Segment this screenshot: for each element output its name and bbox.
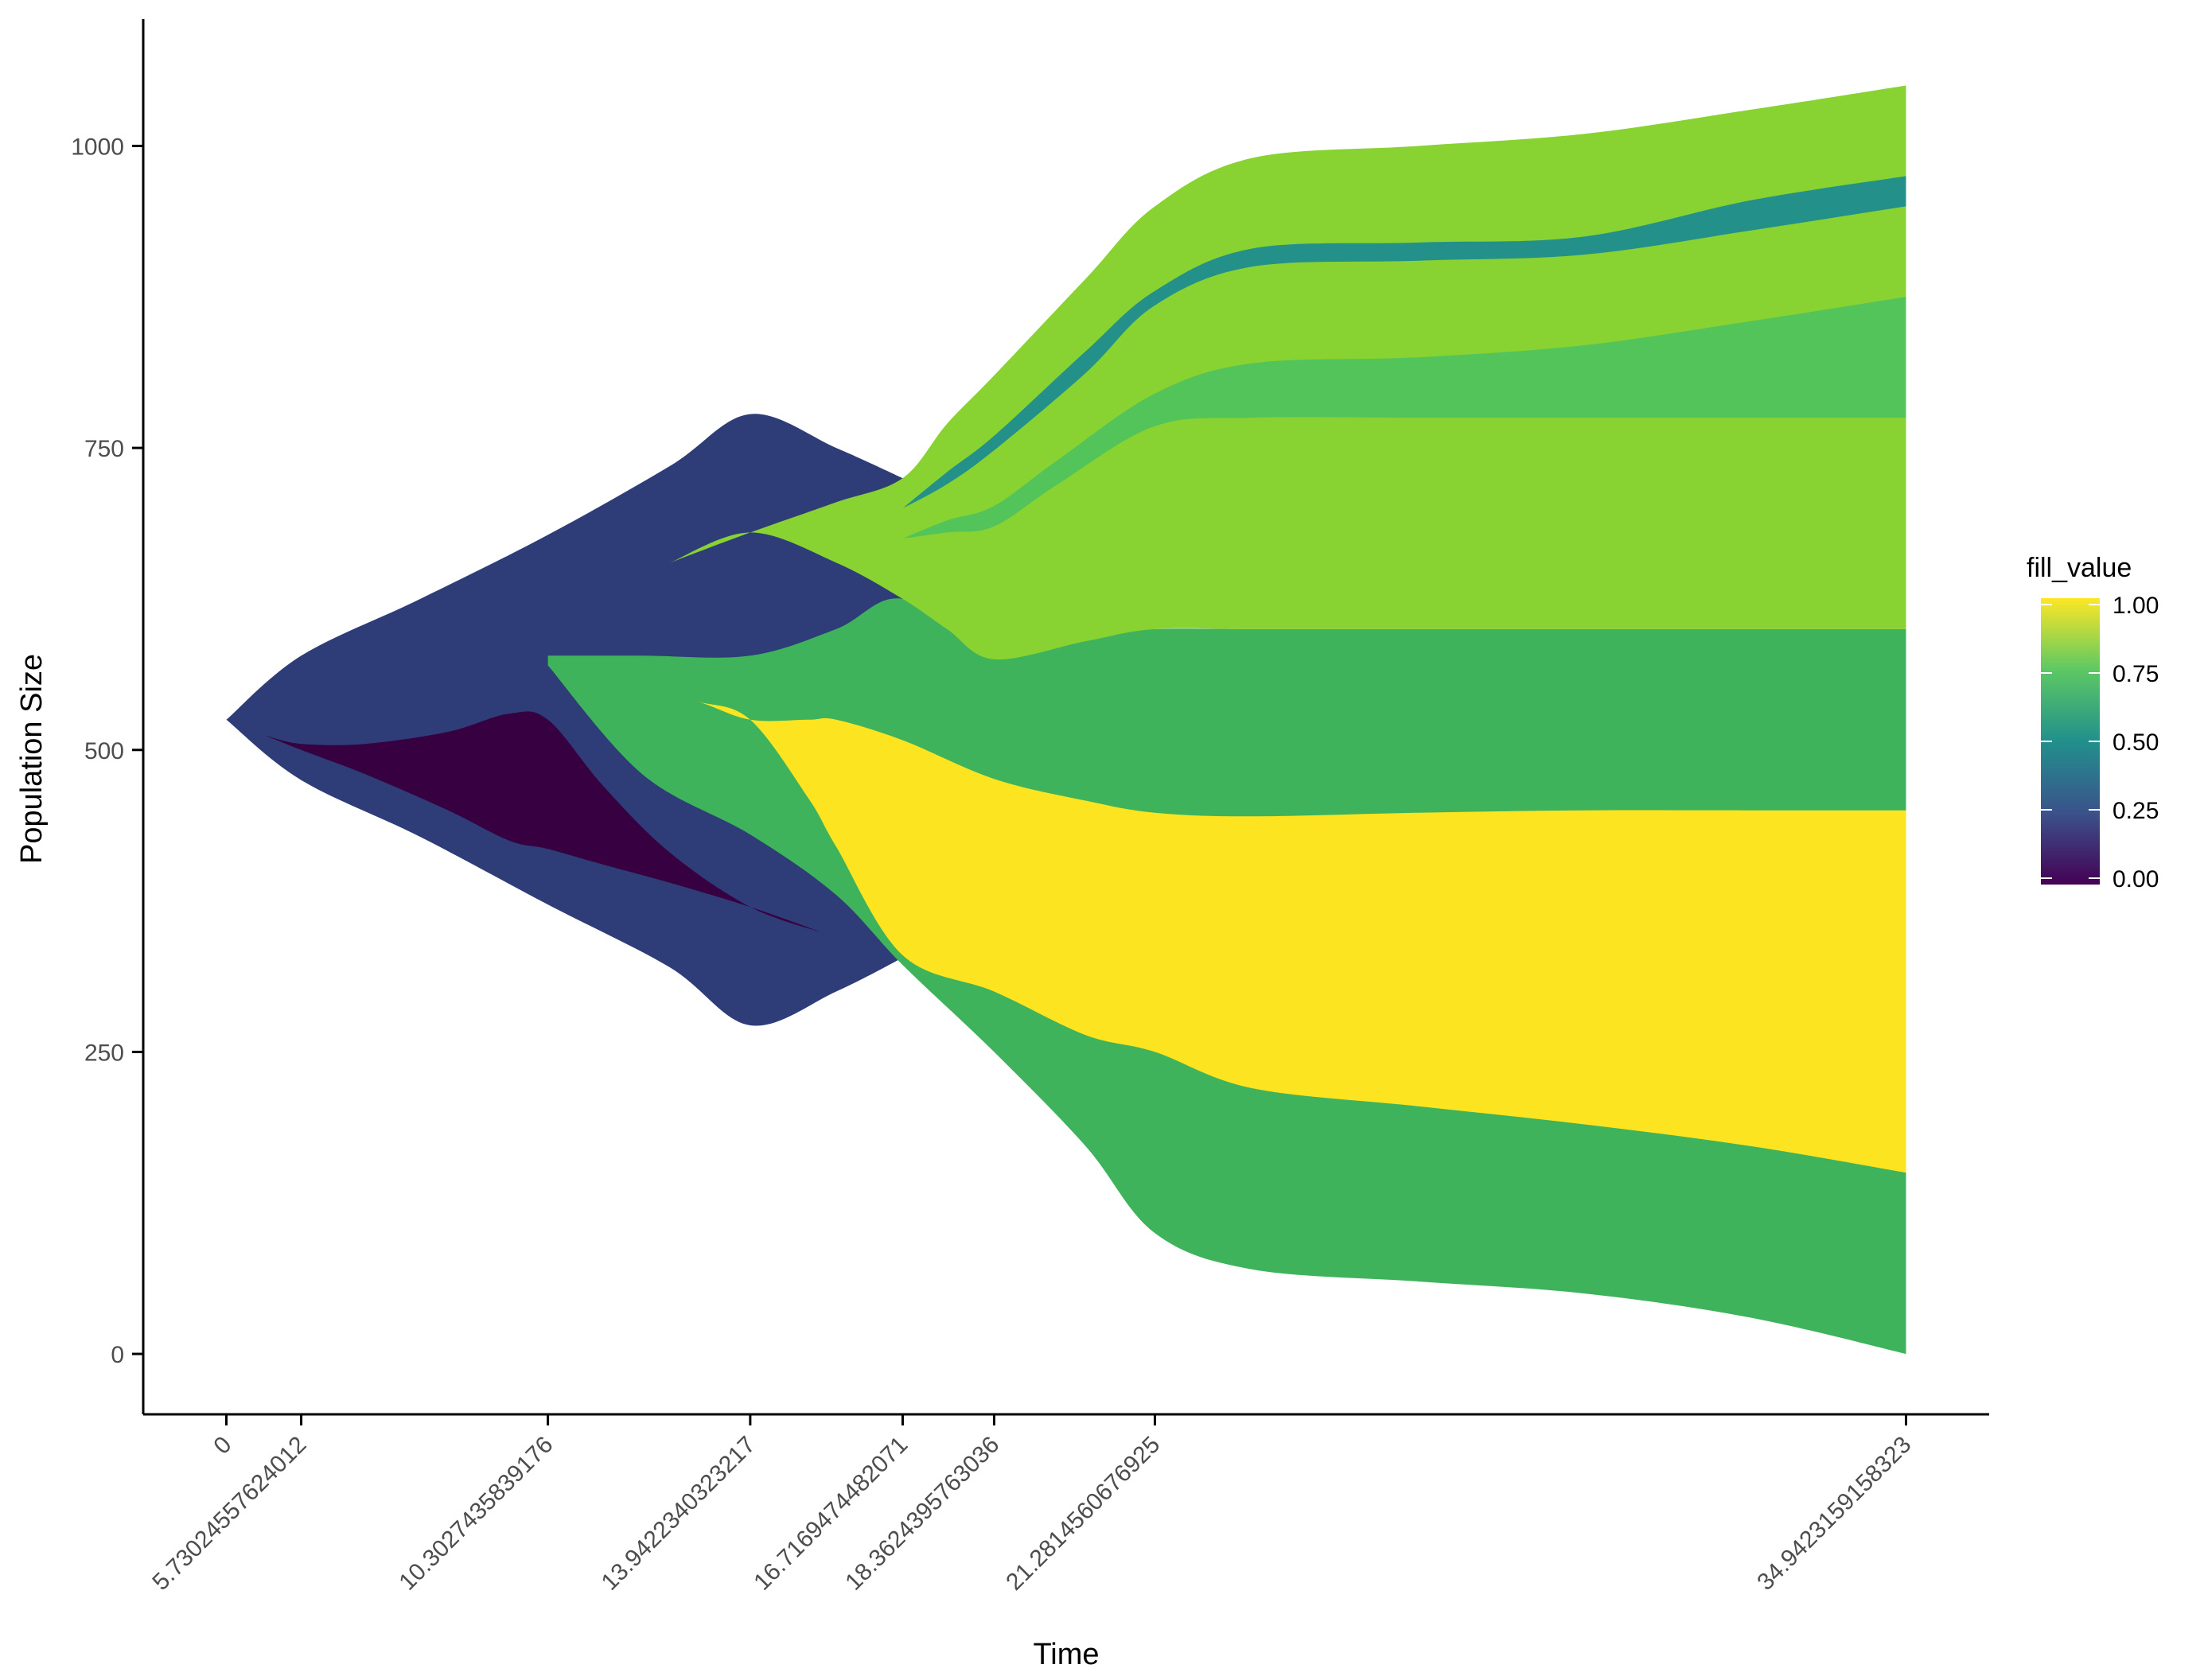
legend-label: 1.00 [2112, 593, 2159, 619]
y-tick-label: 250 [84, 1040, 124, 1066]
y-tick-label: 750 [84, 436, 124, 462]
band-fill-0_72-6 [902, 297, 1906, 539]
x-tick-label: 0 [208, 1432, 236, 1460]
x-tick-label: 18.3624395763036 [840, 1432, 1004, 1596]
x-axis-ticks: 05.73024557624012 10.3027435839176 13.9422… [147, 1414, 1916, 1596]
x-tick-label: 21.2814560676925 [1001, 1432, 1165, 1596]
band-fill-0_5-5 [902, 176, 1906, 508]
y-tick-label: 500 [84, 738, 124, 764]
y-tick-label: 0 [111, 1342, 124, 1368]
x-axis-title: Time [1033, 1638, 1099, 1671]
legend-label: 0.25 [2112, 798, 2159, 824]
y-axis-ticks: 0 250 500 750 1000 [71, 134, 143, 1368]
band-fill-0-1 [265, 711, 825, 934]
legend-ticks: 1.00 0.75 0.50 0.25 0.00 [2041, 593, 2159, 892]
x-tick-label: 13.9422340323217 [597, 1432, 761, 1596]
x-tick-label: 34.9423159158323 [1752, 1432, 1916, 1596]
legend-label: 0.50 [2112, 729, 2159, 756]
legend-label: 0.75 [2112, 661, 2159, 687]
band-fill-0_25-0 [226, 414, 903, 1026]
band-fill-1-3 [642, 689, 1906, 1173]
x-tick-label: 16.7169474482071 [749, 1432, 913, 1596]
population-bands [226, 85, 1906, 1355]
y-tick-label: 1000 [71, 134, 124, 160]
x-tick-label: 10.3027435839176 [394, 1432, 558, 1596]
color-legend: fill_value 1.00 0.75 0.50 0.25 0.00 [2027, 553, 2159, 892]
legend-title: fill_value [2027, 553, 2132, 583]
legend-label: 0.00 [2112, 866, 2159, 892]
y-axis-title: Population Size [15, 654, 49, 864]
axes [142, 19, 1989, 1416]
